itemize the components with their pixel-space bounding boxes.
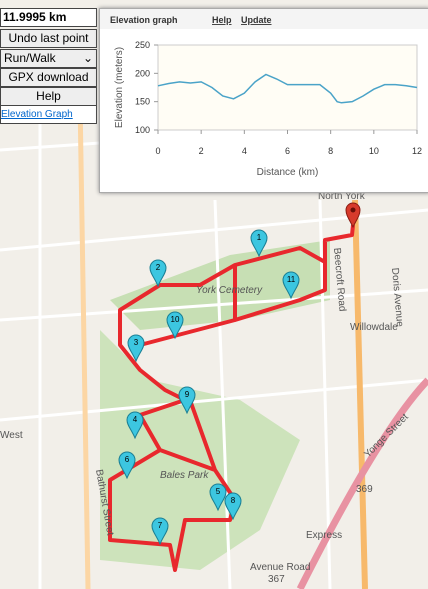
header-link[interactable]: Help [212,15,232,25]
markers: 1 2 3 4 5 6 7 8 9 10 11 [118,229,300,546]
dropdown-arrow: ⌄ [82,51,93,65]
map-label: 367 [268,574,285,585]
x-tick-label: 12 [412,146,422,156]
route-marker[interactable]: 6 [118,451,136,480]
route-marker[interactable]: 3 [127,334,145,363]
route-marker[interactable]: 9 [178,386,196,415]
x-tick-label: 8 [328,146,333,156]
y-tick-label: 200 [135,68,150,78]
undo-button[interactable]: Undo last point [0,29,97,48]
park [100,330,300,570]
marker-pin [250,229,268,258]
route-marker[interactable]: 7 [151,517,169,546]
map-label: York Cemetery [196,285,263,296]
marker-label: 2 [156,263,161,272]
map-label: North York [318,191,366,202]
marker-label: 9 [185,390,190,399]
help-button[interactable]: Help [0,87,97,106]
route-marker[interactable]: 8 [224,492,242,521]
road [352,199,368,589]
highway [296,377,428,589]
y-tick-label: 250 [135,40,150,50]
marker-pin [127,334,145,363]
x-axis-label: Distance (km) [257,167,319,178]
elevation-chart: Elevation graph Help Update 100 150 200 250 0 2 4… [100,9,428,178]
marker-pin [151,517,169,546]
marker-pin [126,411,144,440]
map-label: Bales Park [160,470,209,481]
marker-label: 7 [158,521,163,530]
route-marker[interactable]: 11 [282,271,300,300]
map-label: 369 [356,484,373,495]
plot-area [157,44,418,131]
elevation-panel: Elevation graph Help Update 100 150 200 250 0 2 4… [99,8,428,193]
x-tick-label: 6 [285,146,290,156]
map-label: Willowdale [350,322,398,333]
route [108,224,355,572]
marker-label: 4 [133,415,138,424]
marker-pin [118,451,136,480]
marker-pin [282,271,300,300]
y-tick-label: 150 [135,97,150,107]
chart-title: Elevation graph [110,15,178,25]
x-tick-label: 2 [199,146,204,156]
marker-pin [224,492,242,521]
route-marker[interactable]: 2 [149,259,167,288]
marker-label: 5 [216,487,221,496]
route-marker[interactable]: 10 [166,311,184,340]
y-tick-label: 100 [135,125,150,135]
route-marker[interactable]: 5 [209,483,227,512]
x-tick-label: 10 [369,146,379,156]
marker-pin [209,483,227,512]
x-tick-label: 4 [242,146,247,156]
marker-label: 8 [231,496,236,505]
marker-label: 11 [287,275,296,284]
mode-value: Run/Walk [4,51,56,65]
marker-pin [178,386,196,415]
end-marker [345,202,361,229]
marker-label: 10 [171,315,180,324]
marker-label: 3 [134,338,139,347]
graph-link[interactable]: Elevation Graph [0,105,97,124]
marker-pin [149,259,167,288]
map-label: West [0,430,23,441]
gpx-button[interactable]: GPX download [0,68,97,87]
x-tick-label: 0 [155,146,160,156]
mode-select[interactable]: Run/Walk ⌄ [0,49,97,68]
header-link[interactable]: Update [241,15,272,25]
road [77,99,91,589]
route-marker[interactable]: 1 [250,229,268,258]
map-label: Doris Avenue [389,267,405,327]
marker-label: 1 [257,233,262,242]
elevation-line [157,73,418,104]
route-marker[interactable]: 4 [126,411,144,440]
map-label: Express [306,530,342,541]
map-label: Avenue Road [250,562,310,573]
y-axis-label: Elevation (meters) [114,47,125,128]
marker-label: 6 [125,455,130,464]
distance-field[interactable] [0,8,97,27]
marker-pin [166,311,184,340]
panel-header [100,9,428,29]
